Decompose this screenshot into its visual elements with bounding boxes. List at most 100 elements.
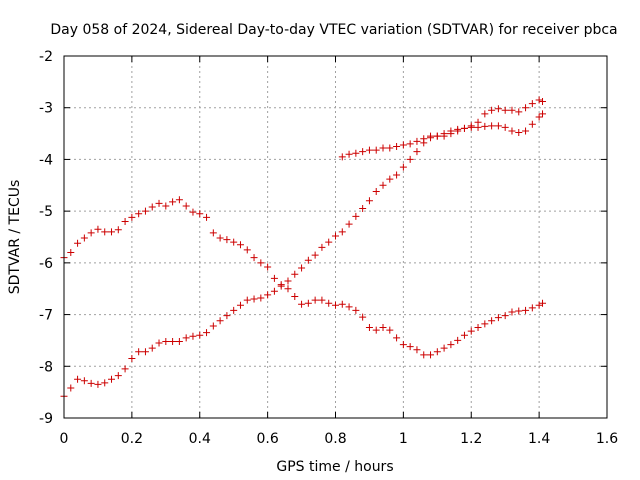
data-point (80, 234, 88, 242)
plot-frame (63, 55, 608, 419)
data-point (406, 155, 414, 163)
data-point (494, 314, 502, 322)
data-point (141, 348, 149, 356)
x-tick-label: 0.8 (324, 431, 346, 447)
x-tick-label: 0.2 (121, 431, 143, 447)
data-point (230, 306, 238, 314)
y-tick-label: -9 (39, 411, 53, 427)
y-tick-labels: -9 -8 -7 -6 -5 -4 -3 -2 (39, 49, 53, 427)
data-point (141, 207, 149, 215)
data-point (270, 287, 278, 295)
data-point (223, 236, 231, 244)
data-point (135, 348, 143, 356)
data-point (270, 274, 278, 282)
data-point (467, 327, 475, 335)
data-point (508, 308, 516, 316)
data-point (467, 122, 475, 130)
data-point (352, 149, 360, 157)
x-tick-label: 0.6 (256, 431, 278, 447)
data-point (365, 197, 373, 205)
data-point (474, 118, 482, 126)
data-point (250, 295, 258, 303)
data-point (494, 122, 502, 130)
data-point (67, 384, 75, 392)
data-point (338, 228, 346, 236)
data-point (420, 135, 428, 143)
data-point (148, 344, 156, 352)
data-point (399, 141, 407, 149)
y-tick-label: -2 (39, 49, 53, 65)
data-point (155, 199, 163, 207)
data-point (528, 100, 536, 108)
x-tick-label: 1.4 (528, 431, 550, 447)
data-point (365, 146, 373, 154)
data-point (74, 239, 82, 247)
series-1 (60, 196, 547, 359)
data-point (440, 132, 448, 140)
data-point (175, 196, 183, 204)
data-point (203, 213, 211, 221)
y-axis-label: SDTVAR / TECUs (7, 180, 23, 295)
data-point (108, 375, 116, 383)
data-point (135, 210, 143, 218)
data-point (121, 365, 129, 373)
x-tick-label: 1 (399, 431, 408, 447)
data-point (539, 98, 547, 106)
data-point (379, 144, 387, 152)
x-tick-label: 0.4 (189, 431, 211, 447)
data-point (94, 380, 102, 388)
data-point (325, 299, 333, 307)
data-point (474, 324, 482, 331)
x-tick-label: 0 (60, 431, 69, 447)
data-point (216, 234, 224, 242)
data-point (216, 317, 224, 325)
data-point (304, 299, 312, 307)
data-point (264, 263, 272, 271)
data-point (291, 270, 299, 278)
data-point (87, 379, 95, 387)
data-point (481, 122, 489, 130)
data-point (393, 334, 401, 342)
data-point (230, 238, 238, 246)
data-point (148, 203, 156, 211)
data-point (101, 379, 109, 387)
data-point (481, 110, 489, 118)
data-point (393, 171, 401, 179)
data-point (413, 346, 421, 354)
data-point (372, 326, 380, 334)
data-point (420, 351, 428, 359)
data-point (169, 337, 177, 345)
data-point (372, 187, 380, 195)
data-point (379, 324, 387, 331)
data-point (284, 277, 292, 285)
data-point (427, 351, 435, 359)
series-3 (338, 96, 547, 161)
data-point (508, 127, 516, 135)
data-point (535, 96, 543, 104)
data-point (539, 110, 547, 118)
data-point (494, 105, 502, 113)
data-point (298, 300, 306, 308)
data-point (522, 127, 530, 135)
data-point (128, 355, 136, 363)
data-point (522, 306, 530, 314)
data-point (501, 123, 509, 131)
y-tick-label: -3 (39, 101, 53, 117)
data-point (74, 375, 82, 383)
series-2 (60, 110, 547, 400)
data-point (372, 146, 380, 154)
data-point (454, 127, 462, 135)
data-point (433, 348, 441, 356)
data-point (352, 306, 360, 314)
data-point (162, 337, 170, 345)
data-point (332, 301, 339, 309)
x-tick-label: 1.2 (460, 431, 482, 447)
data-point (515, 108, 523, 116)
data-point (406, 343, 414, 351)
data-point (236, 241, 244, 249)
data-point (386, 326, 394, 334)
data-point (345, 150, 353, 158)
data-point (447, 341, 455, 349)
data-point (223, 312, 231, 320)
